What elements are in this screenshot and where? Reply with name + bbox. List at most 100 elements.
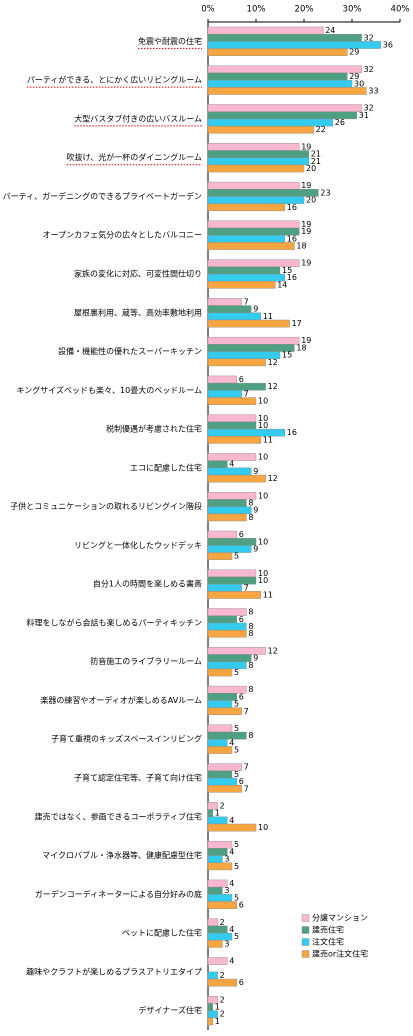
x-tick-label: 0% <box>201 5 215 15</box>
bar <box>207 654 252 662</box>
bar <box>207 220 300 229</box>
legend-swatch <box>301 938 310 946</box>
bar <box>207 971 218 980</box>
value-label: 11 <box>263 435 273 444</box>
bar <box>207 777 237 786</box>
value-label: 15 <box>282 266 292 275</box>
value-label: 12 <box>268 382 278 391</box>
value-label: 9 <box>253 305 258 314</box>
value-label: 30 <box>354 79 364 88</box>
category-label: 楽器の練習やオーディオが楽しめるAVルーム <box>40 695 202 705</box>
value-label: 7 <box>244 784 249 793</box>
value-label: 6 <box>239 530 244 539</box>
bar <box>207 724 233 733</box>
bar <box>207 48 348 56</box>
value-label: 4 <box>229 957 234 966</box>
value-label: 11 <box>263 590 273 599</box>
bar <box>207 918 218 927</box>
value-label: 2 <box>220 918 225 927</box>
value-label: 18 <box>296 242 306 251</box>
category-label: ペットに配慮した住宅 <box>122 928 202 938</box>
value-label: 5 <box>234 668 239 677</box>
value-label: 6 <box>239 692 244 701</box>
value-label: 6 <box>239 901 244 910</box>
value-label: 19 <box>301 336 311 345</box>
bar <box>207 375 237 384</box>
category-label: 家族の変化に対応、可変性間仕切り <box>74 269 202 279</box>
value-label: 8 <box>248 608 253 617</box>
bar <box>207 414 257 423</box>
bar <box>207 118 334 127</box>
value-label: 7 <box>244 707 249 716</box>
value-label: 5 <box>234 862 239 871</box>
value-label: 24 <box>325 26 335 35</box>
bar <box>207 576 257 585</box>
value-label: 23 <box>320 188 330 197</box>
value-label: 21 <box>311 150 321 159</box>
bar <box>207 770 233 779</box>
bar <box>207 33 362 42</box>
x-tick-label: 40% <box>391 5 410 15</box>
bar <box>207 707 242 716</box>
value-label: 19 <box>301 142 311 151</box>
bar <box>207 460 228 469</box>
legend-swatch <box>301 914 310 922</box>
bar <box>207 894 233 902</box>
value-label: 7 <box>244 389 249 398</box>
value-label: 1 <box>215 1003 220 1012</box>
value-label: 32 <box>364 65 374 74</box>
bar <box>207 428 286 437</box>
value-label: 6 <box>239 375 244 384</box>
bar <box>207 397 257 405</box>
value-label: 7 <box>244 763 249 772</box>
bar <box>207 1003 214 1011</box>
value-label: 10 <box>258 397 268 406</box>
value-label: 6 <box>239 978 244 987</box>
value-label: 29 <box>349 48 359 57</box>
x-tick-label: 30% <box>343 5 362 15</box>
category-label: 設備・機能性の優れたスーパーキッチン <box>58 346 202 356</box>
bar <box>207 242 295 250</box>
value-label: 4 <box>229 816 234 825</box>
value-label: 5 <box>234 840 239 849</box>
bar <box>207 499 247 507</box>
bar <box>207 862 233 871</box>
value-label: 6 <box>239 615 244 624</box>
value-label: 5 <box>234 700 239 709</box>
category-label: 自分1人の時間を楽しめる書斎 <box>93 579 202 589</box>
value-label: 8 <box>248 685 253 694</box>
category-label: 子育て重視のキッズスペースインリビング <box>51 734 202 744</box>
bar <box>207 312 261 321</box>
value-label: 19 <box>301 227 311 236</box>
value-label: 4 <box>229 847 234 856</box>
bar <box>207 305 252 313</box>
bar <box>207 72 348 81</box>
value-label: 5 <box>234 770 239 779</box>
value-label: 2 <box>220 971 225 980</box>
bar <box>207 978 237 987</box>
bar <box>207 661 247 670</box>
bar <box>207 629 247 638</box>
bar <box>207 925 228 934</box>
value-label: 5 <box>234 746 239 755</box>
bar <box>207 816 228 825</box>
bar <box>207 809 214 817</box>
bar <box>207 235 286 243</box>
value-label: 11 <box>263 312 273 321</box>
bar <box>207 940 223 948</box>
category-label: パーティができる、とにかく広いリビングルーム <box>27 75 202 85</box>
legend-label: 建売住宅 <box>312 925 344 935</box>
category-label: キングサイズベッドも楽々、10畳大のベッドルーム <box>17 385 202 395</box>
bar <box>207 583 242 592</box>
value-label: 32 <box>364 104 374 113</box>
value-label: 2 <box>220 1010 225 1019</box>
value-label: 10 <box>258 537 268 546</box>
bar <box>207 436 261 444</box>
category-label: 免震や耐震の住宅 <box>138 36 202 46</box>
bar <box>207 506 252 515</box>
value-label: 32 <box>364 33 374 42</box>
bar <box>207 104 362 112</box>
value-label: 16 <box>287 203 297 212</box>
value-label: 5 <box>234 893 239 902</box>
value-label: 9 <box>253 506 258 515</box>
